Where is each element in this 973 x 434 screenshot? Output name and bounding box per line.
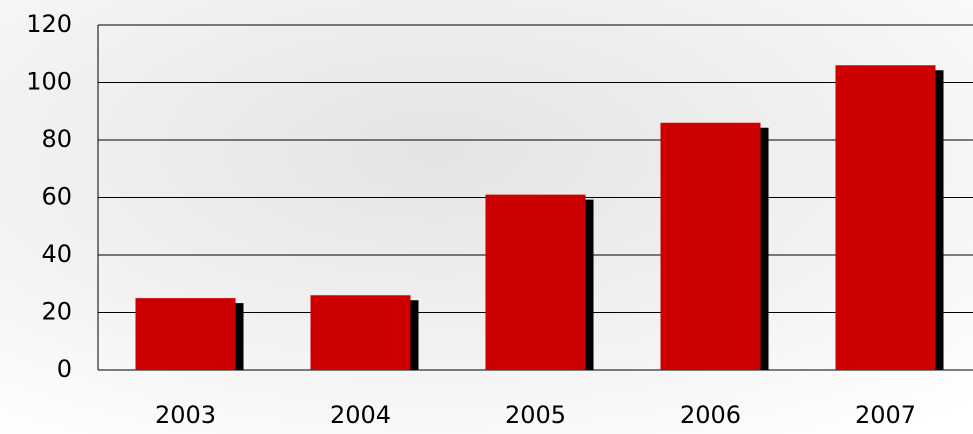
y-tick-label: 20: [41, 298, 72, 326]
x-tick-label: 2003: [155, 401, 216, 429]
bar: [311, 295, 411, 370]
bar: [661, 123, 761, 370]
x-tick-label: 2004: [330, 401, 391, 429]
bar: [836, 65, 936, 370]
y-tick-label: 60: [41, 183, 72, 211]
bar: [136, 298, 236, 370]
x-tick-label: 2005: [505, 401, 566, 429]
chart: 0 20 40 60 80 100 120 2003 2004 2005 2006 2007: [0, 0, 973, 434]
y-tick-label: 100: [26, 68, 72, 96]
bar: [486, 195, 586, 370]
x-tick-label: 2006: [680, 401, 741, 429]
x-tick-label: 2007: [855, 401, 916, 429]
y-tick-label: 120: [26, 10, 72, 38]
y-tick-label: 40: [41, 240, 72, 268]
y-tick-label: 80: [41, 125, 72, 153]
y-tick-label: 0: [57, 355, 72, 383]
